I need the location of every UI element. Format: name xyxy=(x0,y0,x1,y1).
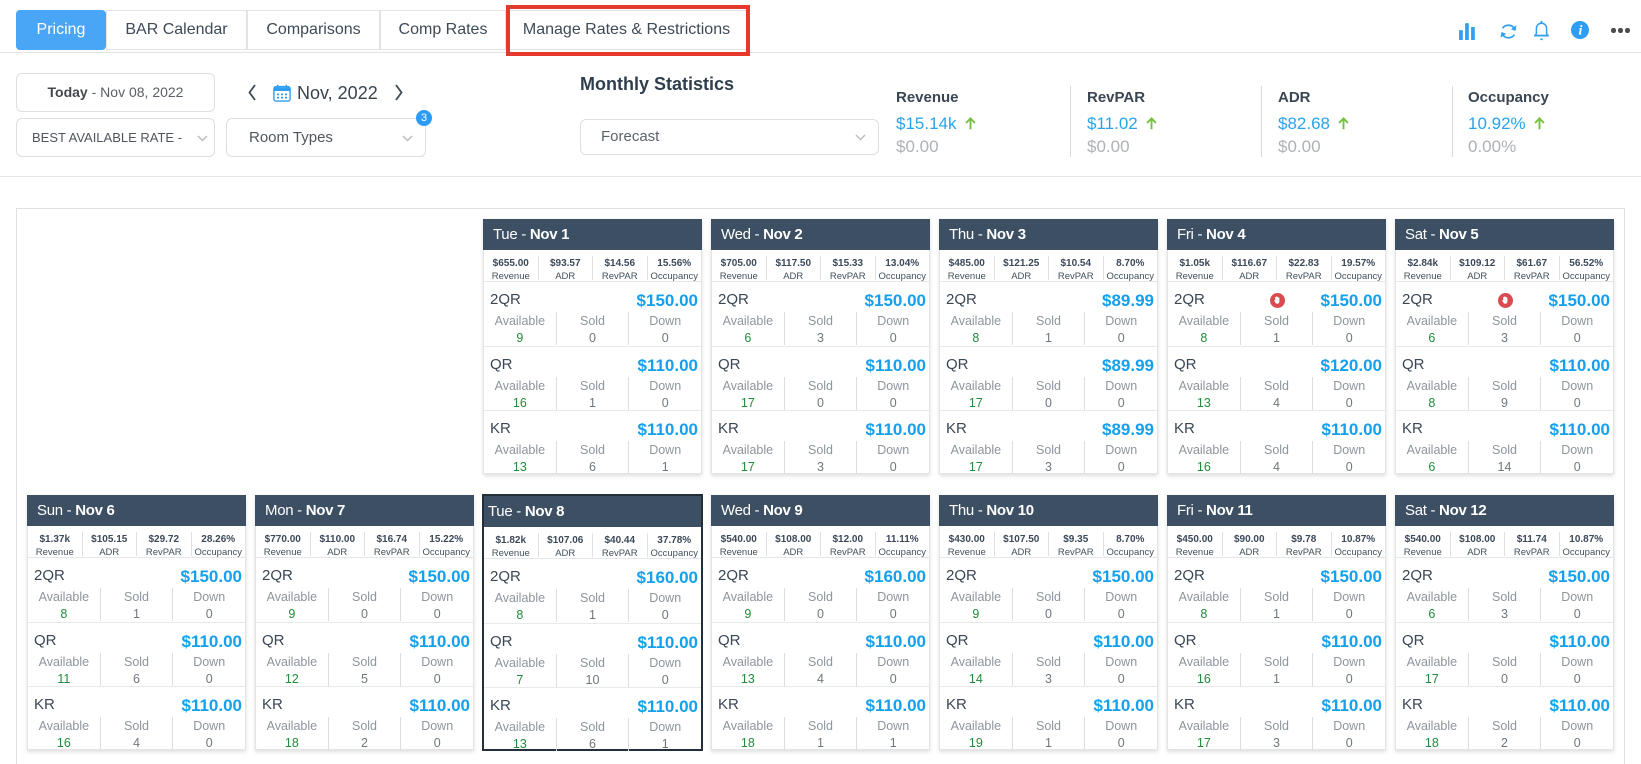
svg-text:i: i xyxy=(1579,24,1583,39)
